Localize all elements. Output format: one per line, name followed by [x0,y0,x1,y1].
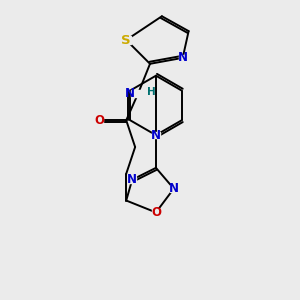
Text: S: S [122,34,131,46]
Text: N: N [178,51,188,64]
Bar [170,185,178,192]
Text: N: N [125,87,135,100]
Bar [122,36,131,44]
Bar [131,90,145,97]
Bar [96,117,103,124]
Bar [128,176,136,183]
Text: H: H [147,87,156,97]
Bar [152,132,160,138]
Text: O: O [151,206,161,219]
Text: O: O [94,114,104,127]
Text: N: N [169,182,179,195]
Bar [179,55,186,61]
Bar [152,209,160,216]
Text: N: N [127,173,137,186]
Text: N: N [151,129,161,142]
